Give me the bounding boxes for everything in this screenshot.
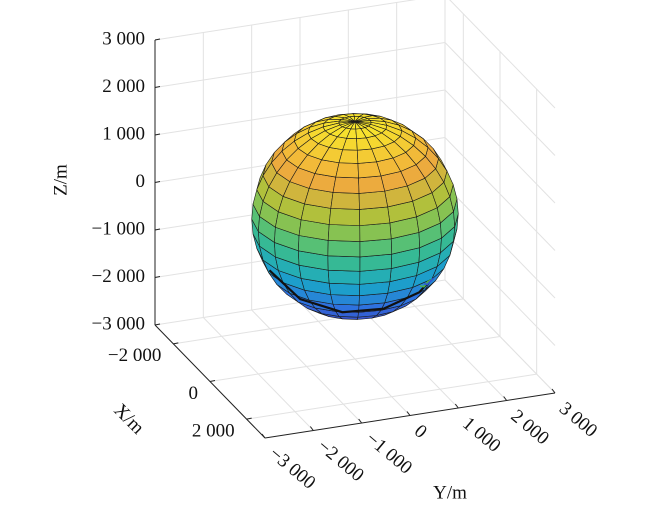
tick-mark: [154, 228, 161, 231]
y-tick-label: −3 000: [265, 443, 319, 493]
y-tick-label: −1 000: [362, 428, 416, 478]
z-axis-title: Z/m: [50, 164, 71, 196]
grid-line: [444, 232, 556, 346]
sphere-facet: [327, 240, 361, 258]
tick-mark: [209, 380, 216, 382]
sphere-facet: [330, 294, 360, 306]
sphere-facet: [332, 176, 360, 194]
grid-line: [444, 184, 556, 299]
grid-line: [396, 287, 508, 401]
grid-line: [202, 317, 314, 431]
sphere-facet: [327, 255, 361, 272]
sphere-facet: [358, 190, 389, 210]
sphere-facet: [359, 238, 392, 258]
grid-line: [154, 89, 446, 136]
sphere-facet: [330, 192, 360, 210]
tick-mark: [454, 403, 459, 409]
tick-mark: [154, 323, 161, 326]
grid-line: [444, 89, 556, 204]
grid-line: [299, 302, 411, 416]
tick-mark: [154, 181, 161, 183]
z-tick-label: 0: [136, 171, 146, 192]
z-tick-label: −1 000: [92, 218, 145, 239]
x-tick-label: 0: [189, 383, 199, 404]
sphere-facet: [359, 206, 391, 226]
tick-mark: [154, 86, 161, 88]
tick-mark: [246, 417, 252, 420]
sphere-facet: [328, 208, 361, 226]
tick-mark: [309, 426, 314, 431]
sphere-facet: [335, 162, 359, 179]
tick-mark: [358, 418, 363, 424]
y-tick-label: 2 000: [507, 406, 553, 450]
tick-mark: [154, 133, 161, 136]
x-tick-label: 2 000: [192, 421, 235, 442]
sphere-facet: [328, 282, 361, 296]
z-tick-label: −3 000: [92, 313, 145, 334]
x-tick-label: −2 000: [108, 345, 161, 366]
grid-line: [154, 0, 417, 41]
sphere-facet: [327, 269, 361, 285]
sphere-facet: [354, 120, 362, 130]
tick-mark: [173, 342, 179, 345]
grid-line: [444, 42, 556, 156]
x-axis-title: X/m: [109, 400, 148, 439]
y-axis-title: Y/m: [433, 482, 467, 503]
z-tick-label: 1 000: [102, 123, 145, 144]
tick-mark: [503, 396, 508, 401]
tick-mark: [261, 433, 266, 439]
y-tick-label: 1 000: [458, 413, 504, 457]
trajectory: [424, 277, 435, 286]
tick-mark: [154, 38, 161, 41]
tick-mark: [406, 411, 411, 416]
z-tick-label: 3 000: [102, 28, 145, 49]
z-tick-label: 2 000: [102, 76, 145, 97]
y-tick-label: 0: [410, 421, 431, 443]
tick-mark: [551, 388, 556, 394]
sphere-facet: [358, 175, 386, 194]
grid-line: [449, 0, 556, 109]
grid-line: [154, 42, 446, 88]
sphere-facet: [359, 222, 392, 242]
sphere-facet: [357, 161, 382, 179]
sphere-facet: [338, 149, 359, 164]
grid-line: [444, 279, 556, 394]
trajectory: [268, 269, 431, 314]
z-tick-label: −2 000: [92, 266, 145, 287]
grid-line: [444, 137, 556, 251]
sphere-facet: [327, 224, 361, 242]
y-tick-label: 3 000: [555, 398, 601, 442]
y-tick-label: −2 000: [313, 436, 367, 486]
tick-mark: [154, 276, 161, 278]
grid-line: [251, 309, 363, 424]
